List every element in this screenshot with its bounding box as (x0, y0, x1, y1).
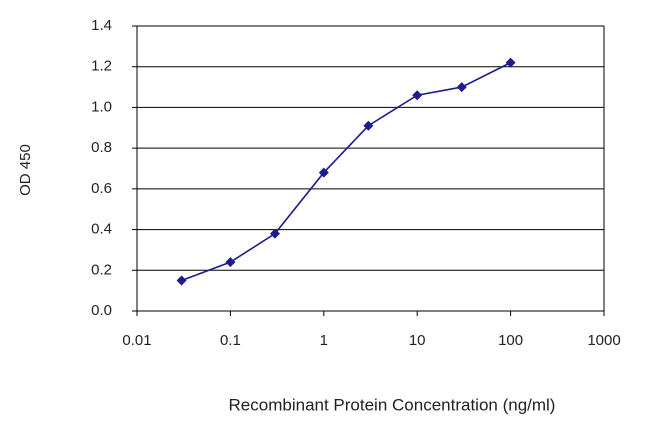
data-point (456, 82, 467, 93)
x-tick-label: 0.1 (220, 332, 241, 349)
data-point (412, 90, 423, 101)
y-tick-label: 0.0 (91, 302, 112, 319)
plot-area (136, 25, 605, 312)
x-axis-label: Recombinant Protein Concentration (ng/ml… (229, 395, 556, 414)
data-point (363, 120, 374, 131)
y-tick-label: 0.6 (91, 180, 112, 197)
data-point (318, 167, 329, 178)
x-tick-label: 10 (409, 332, 426, 349)
x-tick-label: 100 (498, 332, 523, 349)
series-line (181, 61, 511, 282)
x-tick-label: 0.01 (122, 332, 151, 349)
data-point (269, 228, 280, 239)
y-axis-label: OD 450 (17, 144, 34, 196)
y-tick-label: 1.4 (91, 17, 112, 34)
data-point (225, 257, 236, 268)
y-tick-label: 1.2 (91, 58, 112, 75)
data-point (176, 275, 187, 286)
y-tick-label: 1.0 (91, 98, 112, 115)
x-tick-label: 1000 (587, 332, 620, 349)
x-tick-label: 1 (320, 332, 328, 349)
data-point (505, 57, 516, 68)
y-tick-label: 0.4 (91, 221, 112, 238)
y-tick-label: 0.8 (91, 139, 112, 156)
y-tick-label: 0.2 (91, 261, 112, 278)
